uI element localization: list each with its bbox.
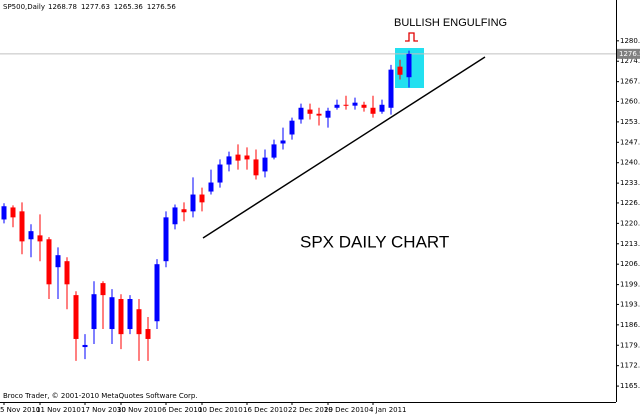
candle-body [37, 235, 43, 242]
candle-body [82, 344, 88, 348]
y-tick-label: 1206.50 [620, 260, 640, 268]
candle-body [271, 144, 277, 158]
candle-body [244, 155, 250, 160]
candle-body [370, 107, 376, 114]
x-tick-label: 11 Nov 2010 [36, 406, 81, 414]
trend-line [202, 56, 486, 239]
y-tick-label: 1240.30 [620, 159, 640, 167]
candle-body [262, 157, 268, 172]
candle-body [154, 264, 160, 322]
candle-body [334, 104, 340, 108]
x-tick-label: 4 Jan 2011 [369, 406, 407, 414]
candle-body [28, 231, 34, 240]
ohlc-header: 1268.78 1277.63 1265.36 1276.56 [48, 3, 176, 11]
y-tick-label: 1186.30 [620, 321, 640, 329]
x-tick-label: 17 Nov 2010 [81, 406, 126, 414]
x-tick-label: 29 Dec 2010 [324, 406, 369, 414]
y-tick-label: 1172.70 [620, 362, 640, 370]
y-tick-label: 1199.70 [620, 281, 640, 289]
y-tick-label: 1226.90 [620, 199, 640, 207]
candle-body [163, 217, 169, 262]
candle-body [217, 164, 223, 183]
ohlc-value: 1265.36 [114, 3, 143, 11]
candle-body [64, 261, 70, 285]
candle-body [226, 156, 232, 165]
y-tick-label: 1165.90 [620, 382, 640, 390]
x-tick-label: 5 Nov 2010 [0, 406, 40, 414]
x-tick-label: 10 Dec 2010 [198, 406, 243, 414]
candle-body [10, 207, 16, 218]
y-tick-label: 1233.50 [620, 179, 640, 187]
candle-body [361, 104, 367, 108]
y-tick-label: 1179.50 [620, 341, 640, 349]
price-label: 1276.56 [619, 50, 640, 58]
candle-body [181, 209, 187, 213]
candle-body [73, 295, 79, 339]
y-tick-label: 1267.30 [620, 78, 640, 86]
candle-body [127, 299, 133, 330]
x-tick-label: 6 Dec 2010 [162, 406, 202, 414]
candle-body [298, 107, 304, 120]
candle-body [136, 309, 142, 335]
ohlc-value: 1276.56 [147, 3, 176, 11]
pattern-marker [405, 32, 418, 42]
y-tick-label: 1247.10 [620, 138, 640, 146]
candle-body [109, 297, 115, 330]
candle-body [118, 299, 124, 335]
candle-body [19, 211, 25, 242]
candle-body [397, 66, 403, 75]
candle-body [379, 104, 385, 112]
footer: Broco Trader, © 2001-2010 MetaQuotes Sof… [3, 392, 198, 400]
candle-body [55, 255, 61, 268]
x-tick-label: 16 Dec 2010 [243, 406, 288, 414]
candle-body [307, 109, 313, 114]
y-tick-label: 1260.70 [620, 97, 640, 105]
candle-body [145, 329, 151, 339]
x-tick-label: 22 Dec 2010 [288, 406, 333, 414]
ohlc-value: 1277.63 [81, 3, 110, 11]
y-tick-label: 1274.10 [620, 57, 640, 65]
x-tick-label: 30 Nov 2010 [117, 406, 162, 414]
y-tick-label: 1213.30 [620, 240, 640, 248]
chart-title: SP500,Daily [3, 3, 45, 11]
candle-body [280, 140, 286, 144]
y-tick-label: 1253.90 [620, 118, 640, 126]
candle-body [325, 110, 331, 118]
candle-body [100, 283, 106, 296]
y-tick-label: 1280.90 [620, 37, 640, 45]
candle-body [316, 113, 322, 116]
annotation: SPX DAILY CHART [300, 232, 449, 251]
candle-body [343, 104, 349, 106]
candle-body [46, 239, 52, 285]
candle-body [199, 194, 205, 203]
y-tick-label: 1220.10 [620, 219, 640, 227]
candle-body [289, 120, 295, 135]
candle-body [253, 159, 259, 176]
price-label-box [617, 48, 640, 59]
candle-body [352, 102, 358, 106]
candle-body [172, 207, 178, 225]
candle-body [388, 69, 394, 108]
ohlc-value: 1268.78 [48, 3, 77, 11]
y-tick-label: 1193.10 [620, 300, 640, 308]
candle-body [91, 294, 97, 330]
candle-body [1, 206, 7, 220]
candle-body [235, 154, 241, 161]
annotation: BULLISH ENGULFING [394, 17, 507, 29]
candle-body [208, 182, 214, 192]
candle-body [406, 53, 412, 78]
candle-body [190, 194, 196, 212]
